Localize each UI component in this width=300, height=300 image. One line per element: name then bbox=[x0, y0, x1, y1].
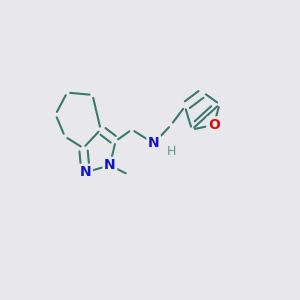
Text: N: N bbox=[80, 165, 92, 179]
Text: O: O bbox=[208, 118, 220, 132]
Text: N: N bbox=[104, 158, 116, 172]
Text: N: N bbox=[148, 136, 160, 150]
Text: H: H bbox=[167, 145, 176, 158]
